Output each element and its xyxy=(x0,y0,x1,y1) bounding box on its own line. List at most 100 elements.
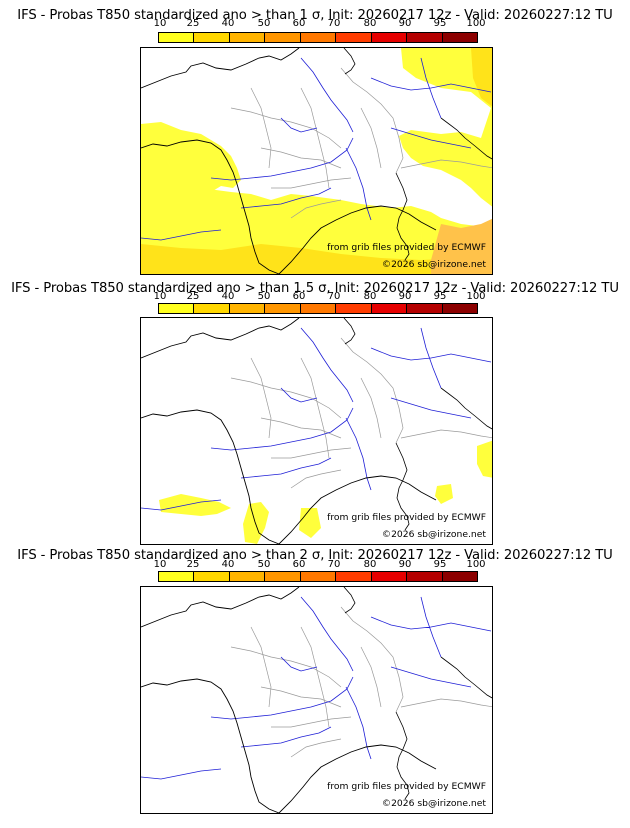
colorbar-legend xyxy=(158,303,478,314)
scale-label-95: 95 xyxy=(433,291,447,302)
credit-text: from grib files provided by ECMWF xyxy=(327,242,486,253)
colorbar-segment xyxy=(229,304,266,313)
panel-title: IFS - Probas T850 standardized ano > tha… xyxy=(17,8,613,23)
panel-title: IFS - Probas T850 standardized ano > tha… xyxy=(17,548,613,563)
scale-label-50: 50 xyxy=(257,559,271,570)
colorbar-segment xyxy=(159,304,195,313)
scale-label-25: 25 xyxy=(186,291,200,302)
scale-label-60: 60 xyxy=(292,291,306,302)
scale-label-10: 10 xyxy=(153,291,167,302)
scale-label-80: 80 xyxy=(363,559,377,570)
scale-label-80: 80 xyxy=(363,18,377,29)
colorbar-segment xyxy=(194,33,230,42)
country-borders xyxy=(343,318,492,531)
colorbar-segment xyxy=(300,572,337,581)
scale-label-40: 40 xyxy=(221,559,235,570)
scale-label-100: 100 xyxy=(466,18,486,29)
scale-label-40: 40 xyxy=(221,18,235,29)
probability-area xyxy=(141,244,492,274)
colorbar-segment xyxy=(336,572,372,581)
scale-label-70: 70 xyxy=(327,291,341,302)
colorbar-segment xyxy=(442,33,477,42)
scale-label-70: 70 xyxy=(327,18,341,29)
colorbar-segment xyxy=(371,304,408,313)
colorbar-segment xyxy=(407,572,443,581)
coastline xyxy=(141,587,437,813)
map-geography xyxy=(141,318,492,544)
probability-area xyxy=(435,484,453,504)
map-geography xyxy=(141,48,492,274)
panel-3: IFS - Probas T850 standardized ano > tha… xyxy=(0,538,630,814)
colorbar-segment xyxy=(265,572,301,581)
colorbar-segment xyxy=(407,33,443,42)
copyright-text: ©2026 sb@irizone.net xyxy=(381,798,486,809)
probability-area xyxy=(431,218,492,274)
colorbar-segment xyxy=(407,304,443,313)
scale-label-95: 95 xyxy=(433,559,447,570)
copyright-text: ©2026 sb@irizone.net xyxy=(381,529,486,540)
colorbar-legend xyxy=(158,32,478,43)
map-france[interactable]: from grib files provided by ECMWF ©2026 … xyxy=(140,586,493,814)
admin-borders xyxy=(230,67,492,219)
scale-labels: 10 25 40 50 60 70 80 90 95 100 xyxy=(140,18,500,30)
probability-area xyxy=(141,122,241,204)
colorbar-segment xyxy=(336,304,372,313)
colorbar-segment xyxy=(159,572,195,581)
scale-label-60: 60 xyxy=(292,18,306,29)
scale-label-10: 10 xyxy=(153,18,167,29)
credit-text: from grib files provided by ECMWF xyxy=(327,512,486,523)
colorbar-segment xyxy=(336,33,372,42)
scale-label-60: 60 xyxy=(292,559,306,570)
copyright-text: ©2026 sb@irizone.net xyxy=(381,259,486,270)
scale-label-100: 100 xyxy=(466,291,486,302)
scale-label-25: 25 xyxy=(186,559,200,570)
scale-label-25: 25 xyxy=(186,18,200,29)
scale-label-40: 40 xyxy=(221,291,235,302)
admin-borders xyxy=(230,606,492,758)
map-france[interactable]: from grib files provided by ECMWF ©2026 … xyxy=(140,47,493,275)
scale-label-90: 90 xyxy=(398,559,412,570)
scale-label-100: 100 xyxy=(466,559,486,570)
scale-label-90: 90 xyxy=(398,18,412,29)
country-borders xyxy=(343,48,492,261)
map-france[interactable]: from grib files provided by ECMWF ©2026 … xyxy=(140,317,493,545)
colorbar-segment xyxy=(265,33,301,42)
scale-labels: 10 25 40 50 60 70 80 90 95 100 xyxy=(140,291,500,303)
probability-area xyxy=(243,502,269,544)
colorbar-segment xyxy=(300,304,337,313)
colorbar-segment xyxy=(159,33,195,42)
panel-title: IFS - Probas T850 standardized ano > tha… xyxy=(11,281,619,296)
scale-label-10: 10 xyxy=(153,559,167,570)
scale-label-80: 80 xyxy=(363,291,377,302)
scale-label-90: 90 xyxy=(398,291,412,302)
admin-borders xyxy=(230,337,492,489)
colorbar-segment xyxy=(229,33,266,42)
probability-area xyxy=(471,48,492,107)
coastline xyxy=(141,48,437,274)
colorbar-segment xyxy=(194,572,230,581)
scale-label-95: 95 xyxy=(433,18,447,29)
colorbar-legend xyxy=(158,571,478,582)
panel-1: IFS - Probas T850 standardized ano > tha… xyxy=(0,0,630,276)
credit-text: from grib files provided by ECMWF xyxy=(327,781,486,792)
probability-area xyxy=(477,440,492,478)
scale-label-50: 50 xyxy=(257,18,271,29)
colorbar-segment xyxy=(371,33,408,42)
colorbar-segment xyxy=(442,304,477,313)
country-borders xyxy=(343,587,492,800)
colorbar-segment xyxy=(229,572,266,581)
panel-2: IFS - Probas T850 standardized ano > tha… xyxy=(0,269,630,545)
rivers xyxy=(141,596,492,780)
map-geography xyxy=(141,587,492,813)
scale-label-70: 70 xyxy=(327,559,341,570)
probability-area xyxy=(299,508,321,538)
scale-label-50: 50 xyxy=(257,291,271,302)
colorbar-segment xyxy=(194,304,230,313)
colorbar-segment xyxy=(442,572,477,581)
rivers xyxy=(141,57,492,241)
colorbar-segment xyxy=(371,572,408,581)
colorbar-segment xyxy=(300,33,337,42)
scale-labels: 10 25 40 50 60 70 80 90 95 100 xyxy=(140,559,500,571)
colorbar-segment xyxy=(265,304,301,313)
coastline xyxy=(141,318,437,544)
